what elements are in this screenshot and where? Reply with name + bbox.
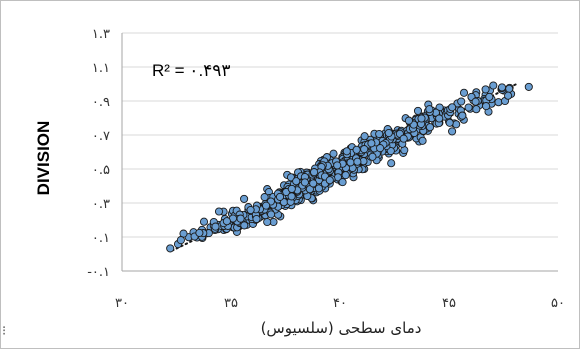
x-tick-label: ۴۰ (333, 296, 347, 311)
data-point (459, 88, 469, 97)
data-point (236, 214, 245, 223)
data-point (260, 193, 269, 202)
y-tick-label: ۰.۱ (92, 231, 110, 246)
data-point (166, 244, 175, 253)
data-point (375, 129, 384, 139)
data-point (360, 132, 369, 141)
data-point (448, 103, 457, 112)
data-point (287, 184, 296, 193)
data-point (262, 201, 271, 210)
data-point (333, 161, 342, 170)
edge-mark: ⁝ (2, 324, 6, 339)
data-point (368, 152, 377, 161)
data-point (287, 192, 296, 201)
data-point (425, 105, 434, 114)
y-tick-label: ۰.۵ (92, 163, 110, 178)
data-point (413, 106, 423, 115)
data-point (342, 147, 351, 156)
data-point (482, 102, 491, 111)
data-point (435, 114, 444, 123)
y-tick-label: ۰.۷ (92, 129, 110, 144)
data-point (195, 228, 204, 237)
data-point (240, 221, 249, 230)
data-point (292, 177, 301, 186)
data-point (300, 178, 309, 187)
data-point (418, 136, 427, 145)
data-point (471, 97, 480, 106)
data-point (504, 91, 513, 100)
y-tick-label: ۱.۱ (92, 61, 110, 76)
data-point (309, 179, 318, 188)
data-point (417, 114, 426, 123)
data-point (425, 123, 435, 132)
data-point (352, 145, 361, 154)
data-point (367, 139, 376, 148)
data-point (222, 217, 231, 226)
data-point (199, 217, 209, 226)
data-point (329, 149, 338, 158)
data-point (458, 111, 467, 120)
data-point (497, 83, 507, 92)
data-point (457, 97, 466, 106)
data-point (176, 236, 185, 245)
data-point (214, 207, 224, 216)
y-tick-label: -۰.۱ (87, 265, 110, 280)
data-point (353, 157, 362, 166)
tick-labels: -۰.۱ ۰.۱ ۰.۳ ۰.۵ ۰.۷ ۰.۹ ۱.۱ ۱.۳ ۳۰ ۳۵ ۴۰ ۴۵ ۵۰ (87, 27, 565, 311)
data-point (263, 217, 272, 227)
data-point (489, 81, 498, 90)
data-point (399, 134, 408, 143)
data-point (338, 178, 347, 187)
data-point (314, 184, 323, 193)
data-point (252, 214, 261, 224)
y-tick-label: ۰.۹ (92, 95, 110, 110)
data-point (325, 176, 334, 185)
data-point (464, 103, 473, 112)
x-tick-label: ۳۰ (115, 296, 129, 311)
y-tick-label: ۱.۳ (92, 27, 110, 42)
data-points (166, 81, 533, 253)
x-tick-label: ۵۰ (551, 296, 565, 311)
data-point (387, 159, 396, 168)
data-point (448, 127, 457, 136)
axes (121, 33, 558, 272)
data-point (481, 85, 490, 94)
data-point (341, 171, 350, 180)
y-axis-label: DIVISION (34, 121, 53, 196)
data-point (494, 98, 503, 107)
data-point (360, 145, 369, 154)
x-tick-label: ۴۵ (442, 296, 456, 311)
data-point (485, 92, 494, 101)
data-point (445, 118, 454, 127)
data-point (240, 194, 249, 203)
data-point (346, 158, 355, 167)
data-point (267, 210, 276, 219)
data-point (275, 192, 285, 201)
data-point (211, 222, 220, 231)
data-point (524, 82, 533, 91)
data-point (452, 120, 461, 129)
x-tick-label: ۳۵ (224, 296, 238, 311)
y-tick-label: ۰.۳ (92, 197, 110, 212)
data-point (246, 205, 255, 215)
data-point (384, 128, 393, 138)
data-point (505, 84, 514, 93)
data-point (404, 116, 413, 125)
r-squared-annotation: R² = ۰.۴۹۳ (152, 61, 231, 80)
data-point (376, 144, 385, 153)
x-axis-label: دمای سطحی (سلسیوس) (261, 319, 422, 337)
data-point (472, 105, 481, 114)
data-point (310, 168, 319, 177)
